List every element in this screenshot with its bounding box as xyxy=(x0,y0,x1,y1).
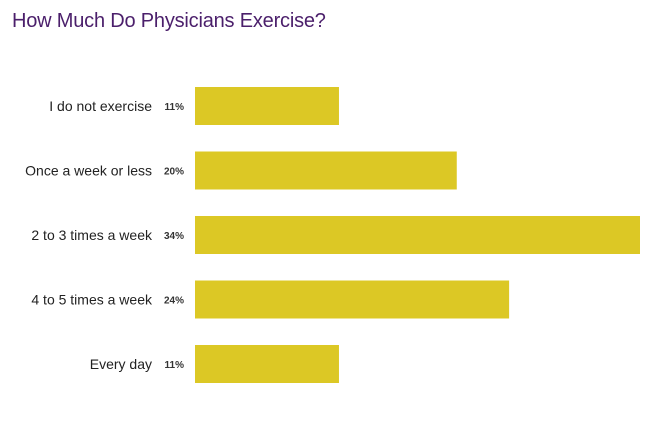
category-label: Once a week or less xyxy=(25,163,152,179)
value-label: 11% xyxy=(165,360,185,371)
chart-title: How Much Do Physicians Exercise? xyxy=(12,10,326,32)
value-label: 34% xyxy=(164,231,184,242)
value-label: 20% xyxy=(164,167,184,178)
bar-5 xyxy=(195,345,339,383)
value-label: 24% xyxy=(164,296,184,307)
bar-4 xyxy=(195,280,510,319)
category-label: I do not exercise xyxy=(49,98,152,114)
category-label: Every day xyxy=(90,356,152,372)
value-label: 11% xyxy=(165,102,185,113)
category-label: 4 to 5 times a week xyxy=(31,292,153,308)
category-label: 2 to 3 times a week xyxy=(31,227,153,243)
bar-1 xyxy=(195,87,339,125)
bar-2 xyxy=(195,151,457,190)
bar-3 xyxy=(195,216,640,254)
